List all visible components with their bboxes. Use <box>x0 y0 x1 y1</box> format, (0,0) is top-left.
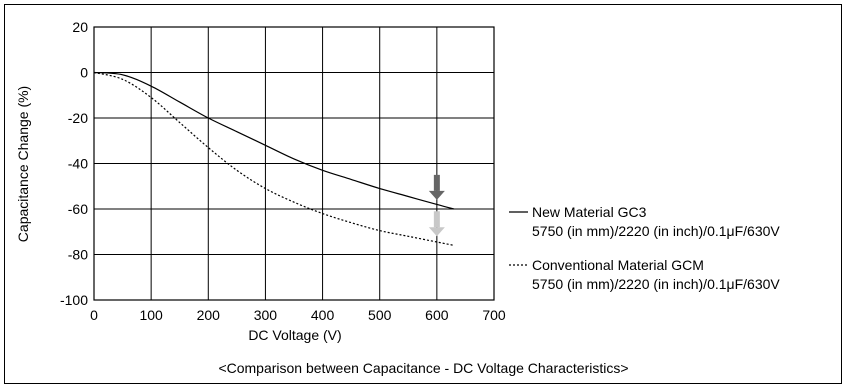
series-line-gcm <box>93 71 455 246</box>
y-tick-label: -100 <box>60 292 88 308</box>
arrow-head <box>428 227 445 237</box>
axes <box>93 26 495 301</box>
y-tick-label: 0 <box>80 65 88 81</box>
y-tick-label: -60 <box>68 201 88 217</box>
y-tick-labels: 20 0 -20 -40 -60 -80 -100 <box>60 19 88 308</box>
x-tick-label: 300 <box>254 307 278 323</box>
y-axis-label: Capacitance Change (%) <box>15 86 31 242</box>
y-tick-label: -80 <box>68 247 88 263</box>
arrow-shaft <box>433 211 440 228</box>
series-lines <box>93 71 455 246</box>
x-tick-label: 500 <box>368 307 392 323</box>
x-tick-label: 400 <box>311 307 335 323</box>
x-tick-labels: 0 100 200 300 400 500 600 700 <box>90 307 506 323</box>
x-tick-label: 700 <box>482 307 506 323</box>
x-tick-label: 600 <box>425 307 449 323</box>
x-axis-label: DC Voltage (V) <box>248 327 341 343</box>
x-tick-label: 200 <box>197 307 221 323</box>
arrow-shaft <box>433 174 440 191</box>
plot-border <box>93 26 495 301</box>
series-line-gc3 <box>93 71 455 210</box>
y-tick-label: -40 <box>68 156 88 172</box>
grid <box>93 26 495 301</box>
chart-caption: <Comparison between Capacitance - DC Vol… <box>218 360 629 376</box>
y-tick-label: 20 <box>72 19 88 35</box>
arrow-gc3 <box>428 174 445 200</box>
legend-label: New Material GC3 <box>532 204 647 220</box>
annotations <box>428 174 445 237</box>
x-tick-label: 100 <box>139 307 163 323</box>
legend-sublabel: 5750 (in mm)/2220 (in inch)/0.1μF/630V <box>532 223 780 239</box>
legend-label: Conventional Material GCM <box>532 257 704 273</box>
x-tick-label: 0 <box>90 307 98 323</box>
chart-frame <box>4 4 842 384</box>
legend: New Material GC3 5750 (in mm)/2220 (in in… <box>509 204 780 292</box>
arrow-gcm <box>428 211 445 237</box>
y-tick-label: -20 <box>68 110 88 126</box>
legend-sublabel: 5750 (in mm)/2220 (in inch)/0.1μF/630V <box>532 276 780 292</box>
arrow-head <box>428 190 445 200</box>
